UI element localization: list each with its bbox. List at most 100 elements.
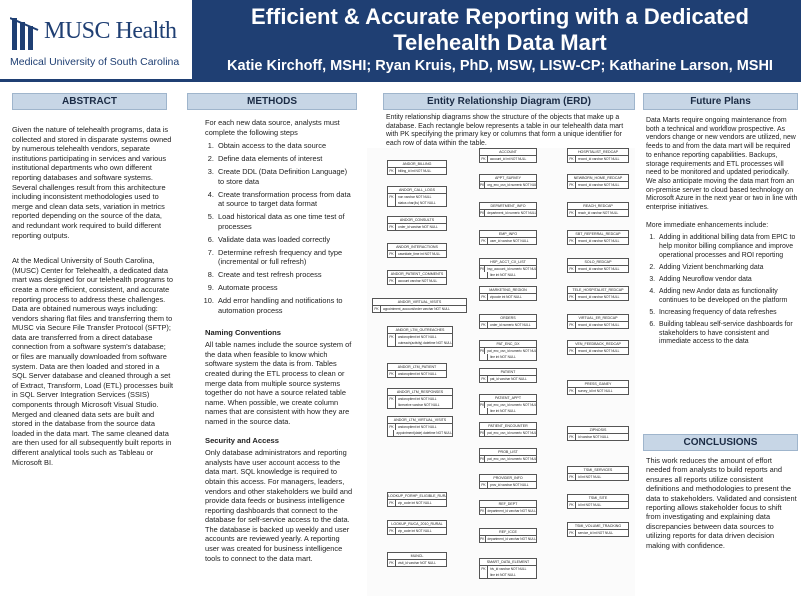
erd-intro: Entity relationship diagrams show the st… [386,114,624,147]
erd-table-name: ANDOR_BILLING [388,161,446,168]
erd-table: ANDOR_PATIENT_COMMENTS PK account varchar … [387,270,447,285]
erd-column: record_id varchar NOT NULL [578,349,620,353]
erd-table: ANDOR_CALL_LOGS PK non varchar NOT NULL sta… [387,186,447,207]
erd-table-name: LOOKUP_RUCA_2010_RURAL [388,521,446,528]
erd-table-row: PK pat_enc_csn_id numeric NOT NULL [480,348,536,354]
conclusions-text: This work reduces the amount of effort n… [646,456,797,550]
erd-key: PK [480,566,488,572]
methods-step: Validate data was loaded correctly [216,235,355,245]
erd-column: lloreceive varchar NOT NULL [398,403,440,407]
erd-column: line int NOT NULL [490,273,516,277]
erd-table-row: lloreceive varchar NOT NULL [388,402,452,408]
poster-authors: Katie Kirchoff, MSHI; Ryan Kruis, PhD, M… [227,58,773,74]
erd-column: pat_enc_csn_id numeric NOT NULL [487,457,536,461]
erd-key [480,272,488,278]
erd-key: PK [480,536,486,542]
erd-table-name: PAT_ENC_DX [480,341,536,348]
erd-table-row: PK account varchar NOT NULL [388,278,446,284]
erd-key: PK [568,156,576,162]
erd-column: zipcode int NOT NULL [490,295,522,299]
erd-table-name: ANDOR_LTM_OUTREACHES [388,327,452,334]
erd-heading: Entity Relationship Diagram (ERD) [383,93,635,110]
erd-column: visit_id varchar NOT NULL [398,561,436,565]
erd-table: ANDOR_LTM_VIRTUAL_VISITS PK andoroptient i… [387,416,453,437]
erd-column: org_enc_csn_id numeric NOT NULL [487,183,536,187]
erd-column: pat_enc_csn_id numeric NOT NULL [487,349,536,353]
naming-heading: Naming Conventions [205,327,281,337]
poster-header: MUSC Health Medical University of South … [0,0,801,82]
erd-table-name: HSP_ACCT_CX_LIST [480,259,536,266]
erd-table-row: PK reach_id varchar NOT NULL [568,210,628,216]
erd-key: PK [388,424,396,430]
erd-key: PK [568,502,576,508]
erd-table: LOOKUP_FORHP_ELIGIBLE_RURAL PK zip_code in… [387,492,447,507]
erd-column: id int NOT NULL [578,503,602,507]
erd-table-name: HOSPITALIST_REDCAP [568,149,628,156]
erd-key: PK [480,322,488,328]
erd-table: MUNCL PK visit_id varchar NOT NULL [387,552,447,567]
erd-table-name: EMP_INFO [480,231,536,238]
erd-table-row: PK user_id varchar NOT NULL [480,238,536,244]
erd-table: TSMI_SITE PK id int NOT NULL [567,494,629,509]
erd-table: PROVIDER_INFO PK prov_id varchar NOT NULL [479,474,537,489]
methods-step: Create DDL (Data Definition Language) to… [216,167,355,186]
erd-table: PATIENT_ENCOUNTER PK pat_enc_csn_id numeri… [479,422,537,437]
erd-table: HSP_ACCT_CX_LIST PK hsp_account_id numeric… [479,258,537,279]
erd-table: ZIPNOSIS PK id varchar NOT NULL [567,426,629,441]
erd-column: andoroptient int NOT NULL [398,425,437,429]
enhancement-item: Adding Neuroflow vendor data [657,276,798,285]
methods-step: Load historical data as one time test of… [216,212,355,231]
abstract-paragraph-1: Given the nature of telehealth programs,… [12,125,172,240]
erd-table-name: MARKETING_REGION [480,287,536,294]
erd-table: EMP_INFO PK user_id varchar NOT NULL [479,230,537,245]
erd-table-row: appointment(date) datetime NOT NULL [388,430,452,436]
abstract-body: Given the nature of telehealth programs,… [12,125,174,476]
erd-column: id varchar NOT NULL [578,435,609,439]
erd-key: PK [388,224,396,230]
erd-key: PK [568,434,576,440]
erd-key: PK [480,430,486,436]
erd-table-row: PK visit_id varchar NOT NULL [388,560,446,566]
erd-table: ACCOUNT PK account_id int NOT NULL [479,148,537,163]
erd-table-name: APPT_SURVEY [480,175,536,182]
erd-key: PK [568,348,576,354]
erd-key [480,572,488,578]
poster-title: Efficient & Accurate Reporting with a De… [200,4,800,56]
erd-column: id int NOT NULL [578,475,602,479]
erd-key: PK [388,500,396,506]
erd-key: PK [568,474,576,480]
erd-table-row: PK department_id varchar NOT NULL [480,536,536,542]
erd-table: ANDOR_LTM_OUTREACHES PK andoroptient int N… [387,326,453,347]
erd-key: PK [480,182,486,188]
erd-table-name: ZIPNOSIS [568,427,628,434]
erd-table-row: PK pat_enc_csn_id numeric NOT NULL [480,456,536,462]
erd-column: department_id numeric NOT NULL [487,211,536,215]
erd-table: LOOKUP_RUCA_2010_RURAL PK zip_code int NOT… [387,520,447,535]
erd-diagram: ANDOR_BILLING PK billing_id int NOT NULL AN… [367,148,635,596]
enhancement-item: Building tableau self-service dashboards… [657,321,798,347]
erd-table-row: PK department_id numeric NOT NULL [480,210,536,216]
erd-table-name: SOLO_REDCAP [568,259,628,266]
enhancement-item: Adding Vizient benchmarking data [657,264,798,273]
future-heading: Future Plans [643,93,798,110]
methods-step: Automate process [216,283,355,293]
erd-table-name: REACH_REDCAP [568,203,628,210]
erd-table: PATIENT PK pat_id varchar NOT NULL [479,368,537,383]
erd-column: user_id varchar NOT NULL [490,239,529,243]
erd-table-name: PATIENT_ENCOUNTER [480,423,536,430]
erd-column: survey_id int NOT NULL [578,389,613,393]
erd-key: PK [568,294,576,300]
erd-key: PK [568,210,576,216]
erd-table-name: LOOKUP_FORHP_ELIGIBLE_RURAL [388,494,446,500]
erd-table-row: line int NOT NULL [480,354,536,360]
erd-table-name: ANDOR_VIRTUAL_VISITS [373,299,466,306]
erd-table-row: PK order_id varchar NOT NULL [388,224,446,230]
erd-table: REACH_REDCAP PK reach_id varchar NOT NULL [567,202,629,217]
erd-table-row: PK record_id varchar NOT NULL [568,348,628,354]
methods-step: Create transformation process from data … [216,190,355,209]
erd-table-row: PK record_id varchar NOT NULL [568,294,628,300]
erd-column: record_id varchar NOT NULL [578,183,620,187]
erd-table-name: PROB_LIST [480,449,536,456]
erd-table-row: PK order_id numeric NOT NULL [480,322,536,328]
logo-subtitle: Medical University of South Carolina [10,56,180,68]
